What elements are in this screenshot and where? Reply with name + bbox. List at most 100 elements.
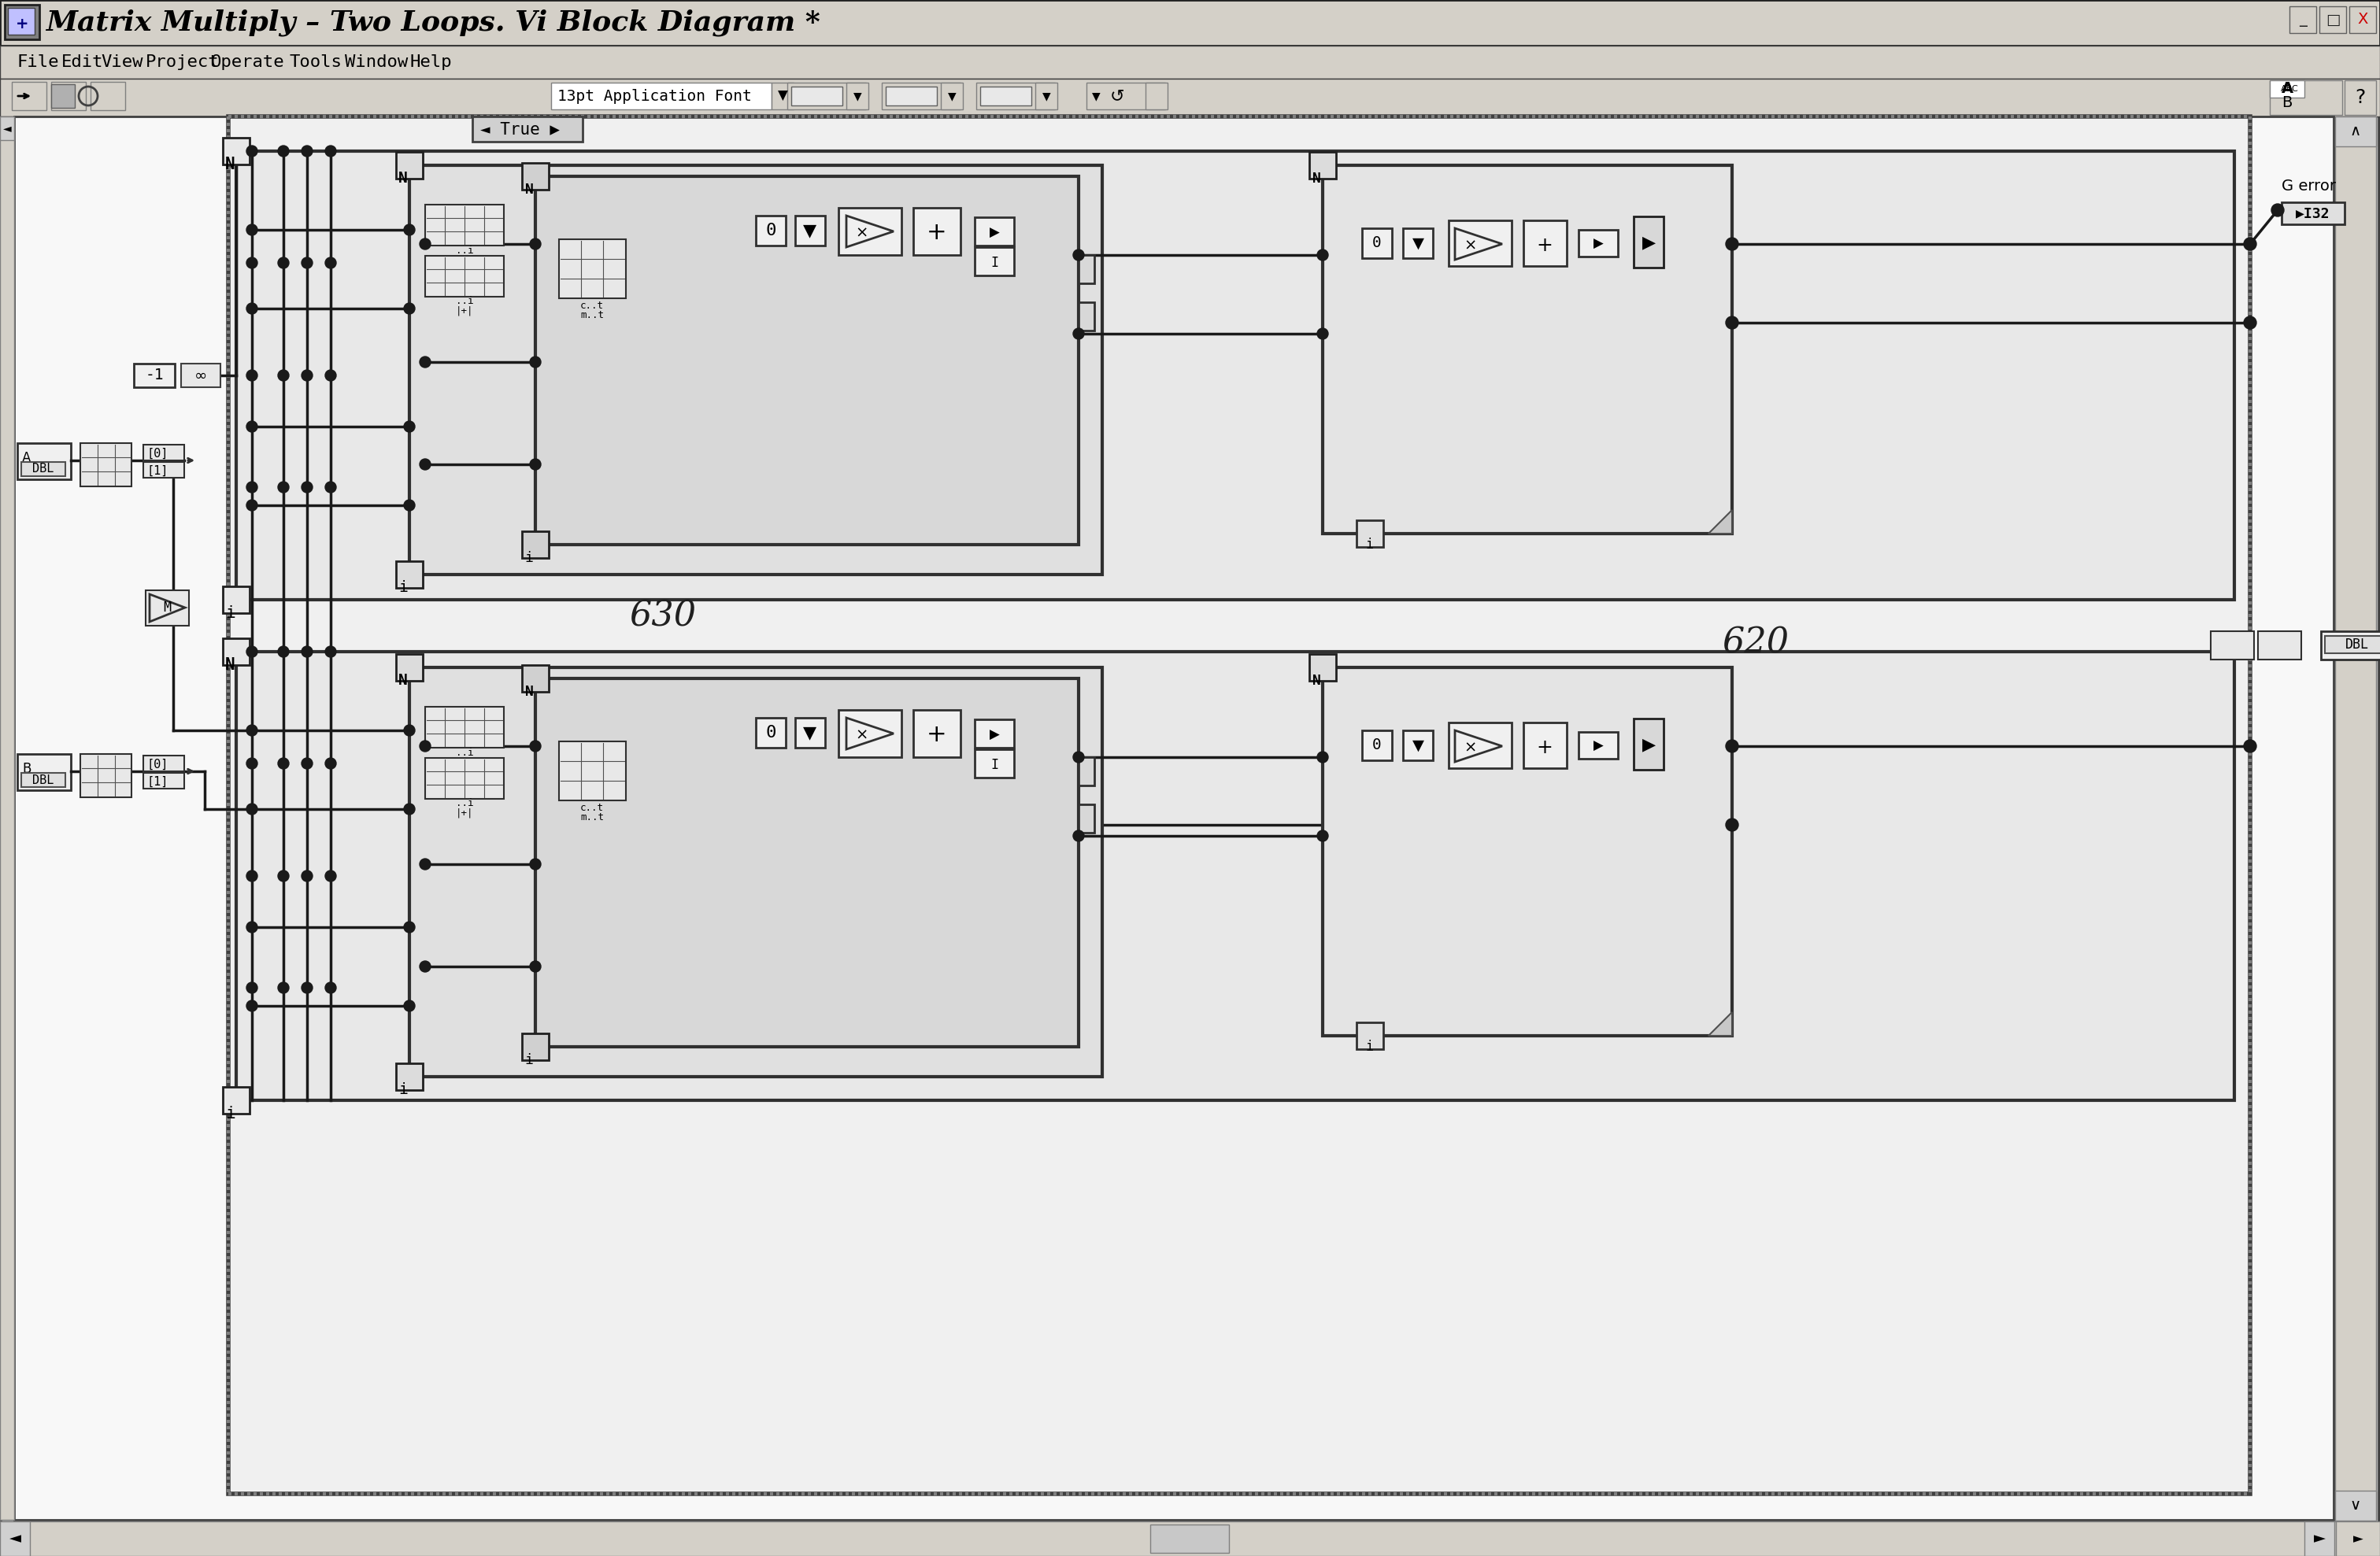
Bar [236,151,2235,599]
Circle shape [419,962,431,972]
Bar [1088,82,1166,109]
Bar [228,117,2249,1494]
Bar [2282,202,2344,224]
Circle shape [302,646,312,657]
Circle shape [248,725,257,736]
Text: -1: -1 [145,367,164,383]
Text: ×: × [857,226,869,241]
Bar [1078,302,1095,330]
Circle shape [248,870,257,882]
Circle shape [419,356,431,367]
Text: A: A [21,451,31,465]
Circle shape [531,859,540,870]
Text: 630: 630 [631,599,697,633]
Bar [2335,117,2375,1520]
Bar [1523,221,1566,266]
Bar [7,8,36,34]
Bar [795,216,826,246]
Text: i: i [524,551,533,565]
Text: 0: 0 [766,725,776,741]
Bar [81,755,131,797]
Text: +: + [1537,237,1552,255]
Circle shape [278,370,288,381]
Circle shape [2244,238,2256,251]
Text: N: N [226,157,236,173]
Text: B: B [2282,95,2292,110]
Text: c..t: c..t [581,300,605,311]
Text: DBL: DBL [2344,638,2368,652]
Circle shape [248,146,257,157]
Bar [2320,6,2347,33]
Text: □: □ [2325,12,2340,26]
Circle shape [278,870,288,882]
Text: B: B [21,762,31,776]
Bar [1145,82,1169,109]
Text: ABC: ABC [2280,86,2299,93]
Bar [133,364,174,387]
Circle shape [2244,739,2256,753]
Circle shape [248,422,257,433]
Bar [1150,1525,1228,1553]
Circle shape [248,303,257,314]
Text: N: N [524,182,533,196]
Circle shape [302,482,312,493]
Circle shape [419,238,431,249]
Circle shape [326,646,336,657]
Bar [795,717,826,748]
Bar [981,87,1031,106]
Bar [2211,632,2254,660]
Bar [395,562,424,588]
Bar [1578,731,1618,759]
Bar [224,587,250,613]
Bar [1078,255,1095,283]
Bar [757,717,785,748]
Circle shape [1073,752,1085,762]
Text: View: View [100,54,143,70]
Text: m..t: m..t [581,812,605,823]
Bar [0,79,2380,117]
Bar [1361,229,1392,258]
Text: ..i: ..i [455,246,474,255]
Bar [940,82,964,109]
Bar [0,117,14,1520]
Text: ►: ► [2313,1531,2325,1547]
Text: ◄ True ▶: ◄ True ▶ [481,121,559,137]
Text: DBL: DBL [33,773,55,786]
Bar [21,462,64,476]
Circle shape [302,370,312,381]
Bar [771,82,793,109]
Circle shape [278,646,288,657]
Bar [395,1063,424,1091]
Circle shape [248,370,257,381]
Text: G error: G error [2282,179,2335,194]
Text: ▼: ▼ [778,89,788,103]
Circle shape [248,482,257,493]
Circle shape [278,257,288,268]
Circle shape [1073,249,1085,260]
Bar [1402,730,1433,761]
Circle shape [326,146,336,157]
Text: ▼: ▼ [1092,90,1100,101]
Text: i: i [524,1053,533,1067]
Circle shape [302,758,312,769]
Bar [0,1522,2335,1556]
Bar [2335,117,2375,146]
Bar [521,1033,550,1060]
Bar [881,82,962,109]
Text: Tools: Tools [290,54,343,70]
Circle shape [405,422,414,433]
Bar [236,652,2235,1100]
Bar [1357,520,1383,548]
Text: [0]: [0] [148,448,169,459]
Bar [224,1088,250,1114]
Text: ∧: ∧ [2349,124,2361,138]
Text: Help: Help [409,54,452,70]
Circle shape [1725,316,1737,328]
Text: DBL: DBL [33,464,55,475]
Text: ×: × [1464,741,1478,755]
Text: N: N [1311,674,1321,688]
Text: ▶: ▶ [1642,736,1656,753]
Circle shape [531,741,540,752]
Bar [426,706,505,748]
Bar [1402,229,1433,258]
